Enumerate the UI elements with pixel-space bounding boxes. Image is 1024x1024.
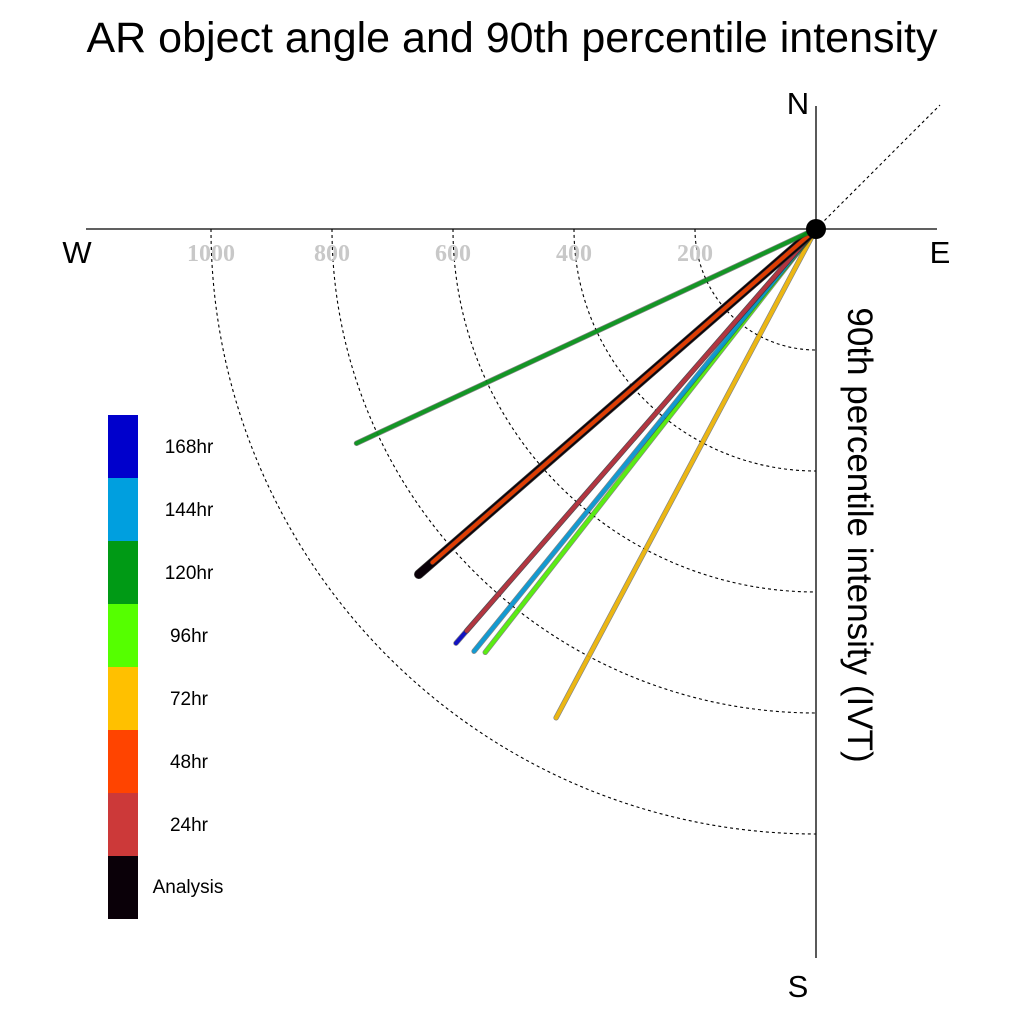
origin-marker bbox=[806, 219, 826, 239]
legend-swatch-72hr bbox=[108, 667, 138, 730]
legend-swatch-24hr bbox=[108, 793, 138, 856]
chart-title: AR object angle and 90th percentile inte… bbox=[86, 14, 938, 62]
range-ring-600 bbox=[452, 228, 817, 593]
legend-swatch-144hr bbox=[108, 478, 138, 541]
vector-144hr bbox=[472, 227, 818, 654]
legend-label-96hr: 96hr bbox=[170, 626, 209, 647]
vector-120hr bbox=[354, 227, 818, 446]
y-axis-label: 90th percentile intensity (IVT) bbox=[840, 307, 879, 762]
direction-label-s: S bbox=[788, 969, 809, 1004]
range-ring-400 bbox=[573, 228, 817, 472]
vector-48hr bbox=[430, 227, 818, 565]
range-ring-800 bbox=[331, 228, 817, 714]
radial-tick-label: 800 bbox=[314, 241, 350, 267]
legend-label-168hr: 168hr bbox=[165, 437, 214, 458]
legend-swatch-48hr bbox=[108, 730, 138, 793]
radial-tick-label: 400 bbox=[556, 241, 592, 267]
direction-label-n: N bbox=[787, 86, 809, 121]
radial-tick-label: 600 bbox=[435, 241, 471, 267]
range-ring-1000 bbox=[210, 228, 817, 835]
vector-24hr bbox=[464, 227, 818, 633]
legend-label-72hr: 72hr bbox=[170, 689, 209, 710]
radial-tick-label: 1000 bbox=[187, 241, 235, 267]
legend-label-144hr: 144hr bbox=[165, 500, 214, 521]
legend-label-120hr: 120hr bbox=[165, 563, 214, 584]
legend-label-Analysis: Analysis bbox=[153, 877, 224, 898]
vector-72hr bbox=[554, 227, 818, 720]
legend-swatch-168hr bbox=[108, 415, 138, 478]
diagonal-guide bbox=[815, 104, 941, 230]
legend-swatch-96hr bbox=[108, 604, 138, 667]
direction-label-w: W bbox=[62, 235, 92, 270]
legend-label-48hr: 48hr bbox=[170, 752, 209, 773]
legend-swatch-Analysis bbox=[108, 856, 138, 919]
radial-tick-label: 200 bbox=[677, 241, 713, 267]
legend-swatch-120hr bbox=[108, 541, 138, 604]
range-ring-200 bbox=[694, 228, 817, 351]
direction-label-e: E bbox=[930, 235, 951, 270]
legend-label-24hr: 24hr bbox=[170, 815, 209, 836]
